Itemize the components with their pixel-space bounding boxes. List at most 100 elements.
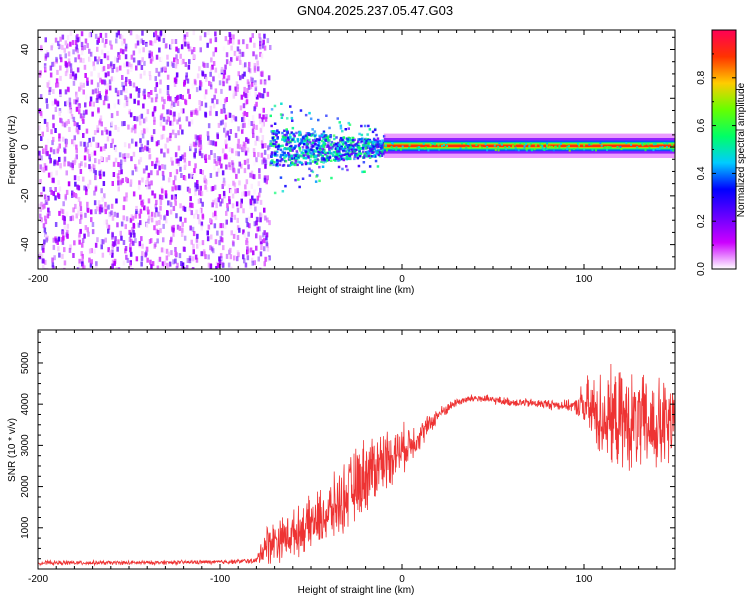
noise-cell <box>132 240 135 246</box>
noise-cell <box>114 236 117 242</box>
noise-cell <box>182 205 185 211</box>
signal-cell <box>322 130 326 133</box>
noise-cell <box>142 168 146 174</box>
noise-cell <box>218 160 221 166</box>
noise-cell <box>97 72 100 78</box>
signal-cell <box>310 148 314 152</box>
signal-cell <box>356 153 360 157</box>
noise-cell <box>79 141 83 147</box>
noise-cell <box>154 76 157 82</box>
noise-cell <box>214 198 217 204</box>
noise-cell <box>163 152 166 158</box>
noise-cell <box>240 124 243 130</box>
noise-cell <box>147 172 151 178</box>
noise-cell <box>129 30 133 36</box>
noise-cell <box>195 140 198 146</box>
carrier-cell <box>568 149 571 152</box>
signal-cell <box>364 144 367 148</box>
noise-cell <box>141 243 144 249</box>
noise-cell <box>102 171 106 177</box>
noise-cell <box>104 95 107 101</box>
noise-cell <box>134 43 138 49</box>
carrier-cell <box>546 144 549 147</box>
noise-cell <box>221 148 225 154</box>
signal-cell <box>288 133 292 136</box>
carrier-cell <box>541 144 544 147</box>
signal-cell <box>363 170 366 173</box>
carrier-cell <box>529 142 532 145</box>
noise-cell <box>44 144 48 150</box>
noise-cell <box>74 181 77 187</box>
noise-cell <box>244 184 247 190</box>
carrier-cell <box>486 146 489 148</box>
noise-cell <box>124 153 127 159</box>
noise-cell <box>171 160 174 166</box>
noise-cell <box>91 222 95 227</box>
noise-cell <box>76 267 80 269</box>
noise-cell <box>165 43 168 49</box>
noise-cell <box>150 211 154 217</box>
noise-cell <box>123 38 126 44</box>
noise-cell <box>260 152 264 158</box>
noise-cell <box>66 35 70 40</box>
noise-cell <box>233 255 236 261</box>
noise-cell <box>187 43 190 49</box>
noise-cell <box>198 105 202 111</box>
signal-cell <box>270 160 273 163</box>
noise-cell <box>90 217 93 223</box>
noise-cell <box>185 72 188 78</box>
noise-cell <box>65 211 68 217</box>
signal-cell <box>333 137 336 141</box>
noise-cell <box>69 115 72 121</box>
signal-cell <box>276 158 279 162</box>
noise-cell <box>63 215 66 221</box>
signal-cell <box>300 151 303 154</box>
noise-cell <box>247 231 250 237</box>
noise-cell <box>145 43 148 49</box>
noise-cell <box>100 244 103 250</box>
noise-cell <box>68 247 72 253</box>
noise-cell <box>51 58 54 64</box>
noise-cell <box>168 200 172 206</box>
noise-cell <box>188 173 191 179</box>
noise-cell <box>236 143 240 149</box>
signal-cell <box>362 161 366 164</box>
signal-cell <box>291 149 294 152</box>
noise-cell <box>213 165 216 171</box>
noise-cell <box>201 169 204 175</box>
noise-cell <box>255 216 259 222</box>
noise-cell <box>126 69 130 75</box>
noise-cell <box>168 108 171 114</box>
signal-cell <box>357 142 360 145</box>
noise-cell <box>138 114 142 120</box>
noise-cell <box>106 223 109 229</box>
carrier-cell <box>427 149 430 152</box>
noise-cell <box>155 199 158 205</box>
noise-cell <box>65 189 69 195</box>
noise-cell <box>166 90 170 96</box>
noise-cell <box>242 141 246 147</box>
noise-cell <box>188 188 191 194</box>
signal-cell <box>302 148 305 152</box>
noise-cell <box>225 164 228 170</box>
noise-cell <box>45 151 48 157</box>
noise-cell <box>166 54 169 60</box>
noise-cell <box>83 64 87 70</box>
signal-cell <box>347 127 350 130</box>
noise-cell <box>96 97 99 103</box>
noise-cell <box>66 223 70 229</box>
signal-cell <box>314 155 317 158</box>
noise-cell <box>170 61 174 67</box>
noise-cell <box>256 195 260 201</box>
noise-cell <box>80 50 84 56</box>
noise-cell <box>234 188 237 194</box>
noise-cell <box>253 160 256 166</box>
noise-cell <box>97 159 101 165</box>
noise-cell <box>231 193 235 199</box>
signal-cell <box>355 142 359 145</box>
noise-cell <box>60 237 64 242</box>
signal-cell <box>289 149 292 152</box>
carrier-cell <box>545 148 548 151</box>
y-tick-label: 2000 <box>20 475 31 498</box>
noise-cell <box>180 261 183 266</box>
